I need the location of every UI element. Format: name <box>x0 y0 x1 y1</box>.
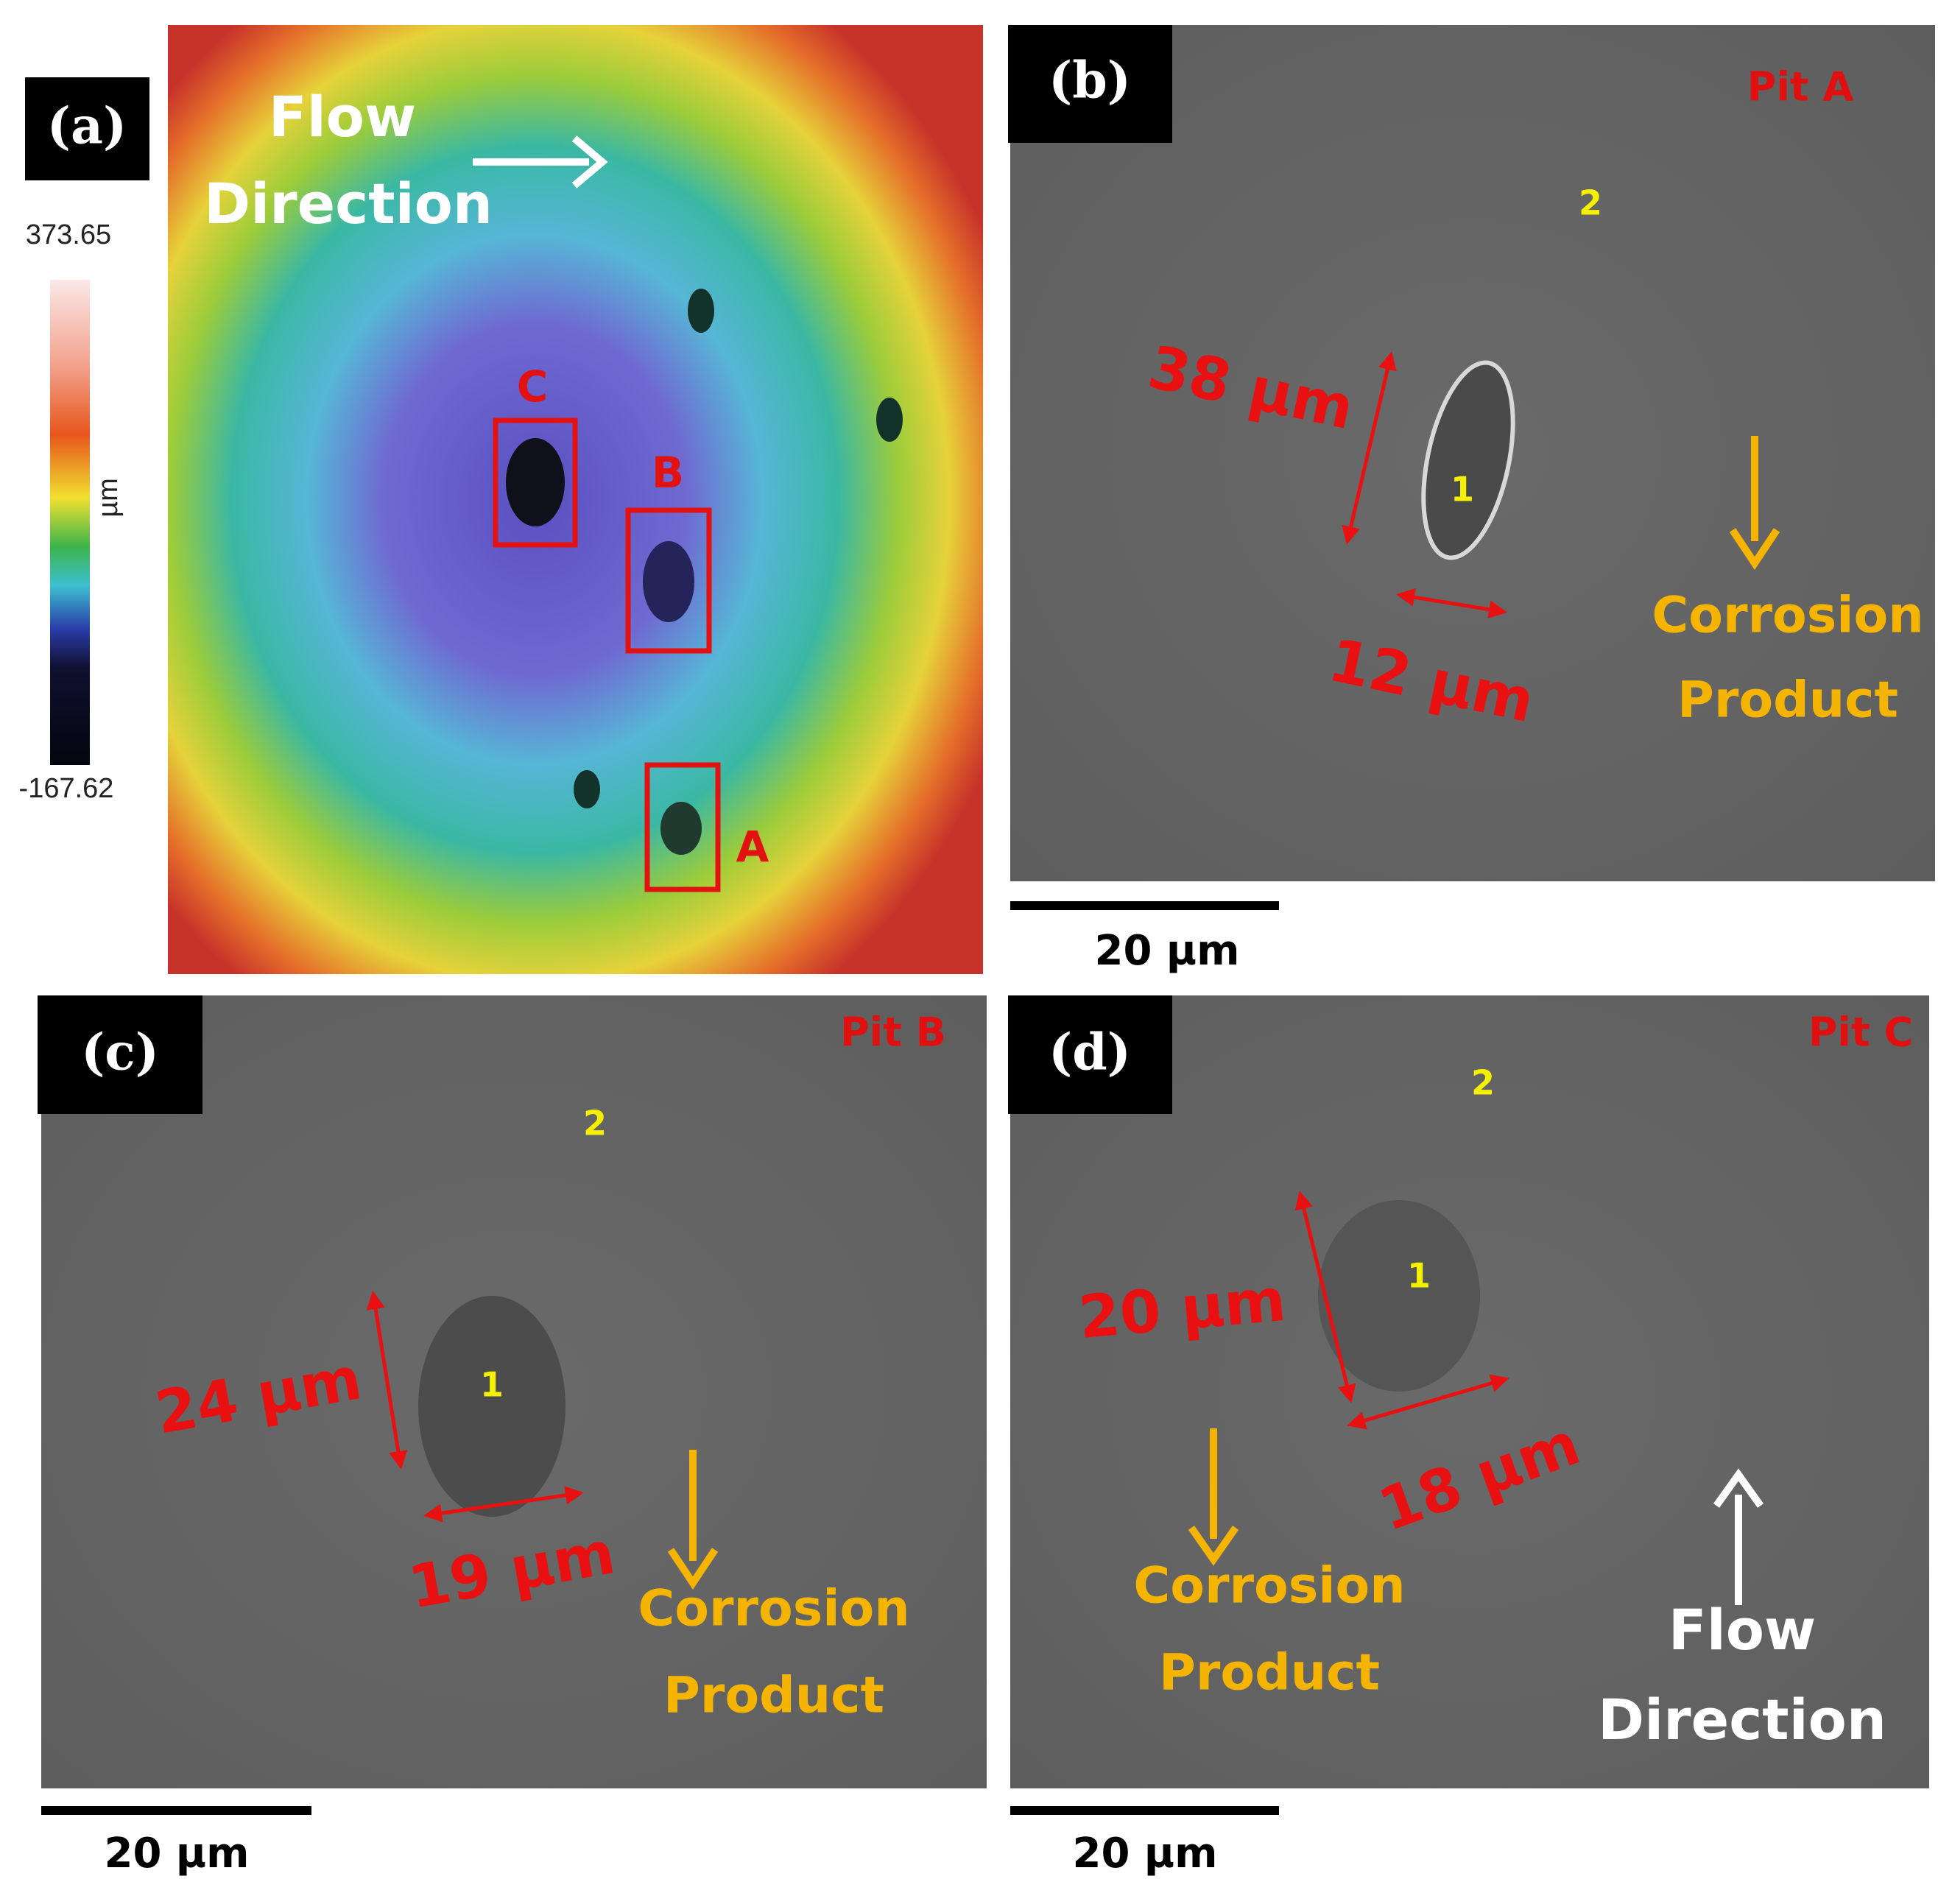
panel-label-bg <box>38 995 202 1114</box>
pit-label: Pit B <box>840 1009 946 1056</box>
pit-label: Pit C <box>1808 1009 1913 1056</box>
flow-label: Flow <box>1669 1597 1816 1663</box>
measure-arrow <box>423 1486 584 1523</box>
flow-label: Direction <box>204 171 493 236</box>
pit-box <box>644 762 721 892</box>
pit-box <box>625 507 712 654</box>
scale-bar <box>1010 901 1279 910</box>
flow-label: Flow <box>269 84 416 149</box>
sem-image <box>1010 995 1929 1788</box>
pit <box>506 438 565 526</box>
product-label: Corrosion <box>1133 1557 1405 1615</box>
panel-label: (d) <box>1049 1023 1131 1082</box>
pit <box>1318 1200 1480 1392</box>
point-label: 2 <box>1579 183 1602 223</box>
point-label: 1 <box>480 1365 504 1405</box>
point-label: 1 <box>1451 470 1474 510</box>
pit-box-label: B <box>652 448 684 498</box>
measure-arrow <box>1396 588 1507 619</box>
point-label: 1 <box>1407 1256 1431 1296</box>
panel-label-bg <box>1008 25 1172 143</box>
pit <box>643 541 694 622</box>
panel-label-bg <box>25 77 149 180</box>
pit <box>574 770 600 808</box>
pit-box <box>493 417 578 548</box>
scale-bar-label: 20 µm <box>1073 1830 1218 1877</box>
pit <box>1421 360 1515 560</box>
pit-label: Pit A <box>1747 64 1854 110</box>
panel-label: (b) <box>1049 52 1131 110</box>
product-label: Product <box>1159 1644 1380 1702</box>
product-arrow-head <box>1188 1526 1239 1566</box>
measure-arrow <box>1294 1191 1356 1403</box>
colorbar <box>50 280 90 765</box>
pit <box>418 1296 565 1517</box>
product-arrow-head <box>667 1548 719 1590</box>
panel-label-bg <box>1008 995 1172 1114</box>
pit <box>660 802 702 855</box>
colorbar-unit: µm <box>93 478 124 518</box>
measure-arrow <box>1347 1374 1509 1430</box>
point-label: 2 <box>583 1104 607 1143</box>
scale-bar-label: 20 µm <box>1095 927 1240 975</box>
product-arrow-head <box>1729 528 1780 571</box>
flow-arrow-head <box>1713 1468 1764 1508</box>
product-label: Corrosion <box>638 1580 909 1638</box>
pit-box-label: C <box>517 362 549 412</box>
product-label: Product <box>663 1667 884 1725</box>
colorbar-max: 373.65 <box>26 219 111 250</box>
pit-box-label: A <box>736 822 769 872</box>
measure-arrow <box>1342 351 1397 545</box>
scale-bar-label: 20 µm <box>105 1830 250 1877</box>
scale-bar <box>1010 1806 1279 1815</box>
panel-label: (a) <box>47 97 127 156</box>
scale-bar <box>41 1806 311 1815</box>
flow-arrow-head <box>571 135 608 188</box>
pit <box>876 398 903 442</box>
flow-label: Direction <box>1598 1687 1886 1752</box>
point-label: 2 <box>1471 1063 1495 1103</box>
pit <box>688 289 714 333</box>
measure-arrow <box>366 1291 408 1470</box>
product-label: Corrosion <box>1652 587 1923 645</box>
panel-label: (c) <box>81 1023 159 1082</box>
product-label: Product <box>1677 671 1898 730</box>
colorbar-min: -167.62 <box>19 773 114 804</box>
